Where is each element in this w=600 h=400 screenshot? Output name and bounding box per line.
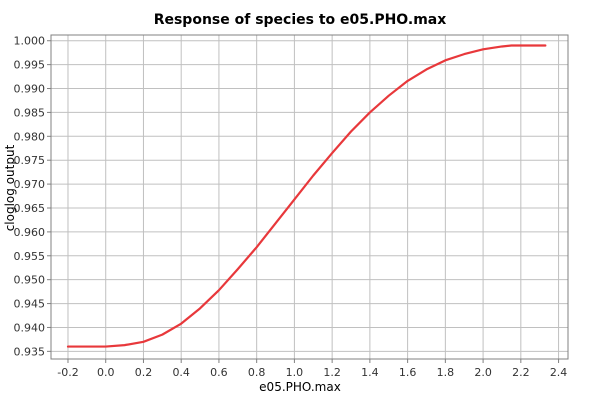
x-axis-label: e05.PHO.max — [259, 380, 341, 394]
y-tick-label: 0.960 — [14, 226, 46, 239]
plot-border — [50, 34, 569, 360]
x-tick-label: 1.6 — [399, 366, 417, 379]
x-tick-label: -0.2 — [57, 366, 78, 379]
x-tick-label: 2.0 — [474, 366, 492, 379]
x-tick-label: 1.8 — [437, 366, 455, 379]
x-tick-label: 0.4 — [172, 366, 190, 379]
y-tick-label: 0.945 — [14, 298, 46, 311]
y-tick-label: 0.940 — [14, 321, 46, 334]
x-tick-label: 0.6 — [210, 366, 228, 379]
x-tick-label: 0.2 — [135, 366, 153, 379]
x-tick-label: 0.8 — [248, 366, 266, 379]
series-line — [66, 44, 547, 348]
y-tick-label: 0.985 — [14, 106, 46, 119]
y-tick-label: 0.995 — [14, 59, 46, 72]
x-tick-label: 0.0 — [97, 366, 115, 379]
y-axis-label: cloglog output — [3, 144, 17, 232]
y-tick-label: 0.950 — [14, 274, 46, 287]
x-tick-label: 2.4 — [550, 366, 568, 379]
x-tick-label: 1.0 — [286, 366, 304, 379]
x-tick-label: 2.2 — [512, 366, 530, 379]
y-tick-label: 0.990 — [14, 83, 46, 96]
y-tick-label: 0.955 — [14, 250, 46, 263]
y-tick-label: 0.970 — [14, 178, 46, 191]
y-tick-label: 1.000 — [14, 35, 46, 48]
y-tick-label: 0.965 — [14, 202, 46, 215]
x-tick-label: 1.2 — [323, 366, 341, 379]
x-tick-label: 1.4 — [361, 366, 379, 379]
y-tick-label: 0.935 — [14, 345, 46, 358]
chart-title: Response of species to e05.PHO.max — [153, 12, 447, 28]
y-tick-label: 0.975 — [14, 154, 46, 167]
y-tick-label: 0.980 — [14, 130, 46, 143]
